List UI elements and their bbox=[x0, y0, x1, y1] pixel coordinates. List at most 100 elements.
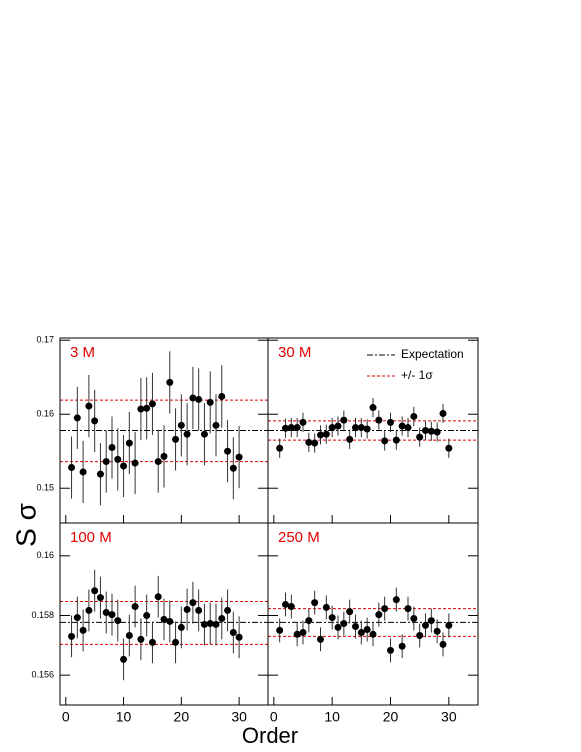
x-tick-label: 30 bbox=[231, 709, 247, 725]
point bbox=[189, 394, 197, 402]
point bbox=[381, 605, 389, 613]
point bbox=[398, 642, 406, 650]
point bbox=[282, 600, 289, 608]
point bbox=[352, 623, 359, 631]
point bbox=[177, 421, 185, 429]
point bbox=[404, 424, 412, 432]
point bbox=[108, 611, 116, 619]
point bbox=[317, 431, 324, 439]
point bbox=[422, 621, 429, 629]
point bbox=[375, 416, 383, 424]
panel-label: 30 M bbox=[278, 344, 311, 361]
point bbox=[212, 421, 220, 429]
point bbox=[212, 620, 220, 628]
point bbox=[369, 404, 377, 412]
panel-label: 250 M bbox=[278, 529, 320, 546]
x-tick-label: 30 bbox=[441, 709, 457, 725]
x-tick-label: 20 bbox=[383, 709, 399, 725]
point bbox=[445, 621, 453, 629]
point bbox=[143, 404, 151, 412]
point bbox=[235, 633, 243, 641]
point bbox=[137, 405, 145, 413]
point bbox=[177, 623, 185, 631]
point bbox=[363, 626, 371, 634]
point bbox=[381, 437, 389, 445]
point bbox=[195, 606, 203, 614]
point bbox=[357, 424, 365, 432]
point bbox=[154, 593, 162, 601]
point bbox=[439, 640, 447, 648]
point bbox=[96, 594, 104, 602]
point bbox=[102, 609, 110, 617]
point bbox=[305, 617, 313, 625]
point bbox=[352, 424, 359, 432]
point bbox=[433, 627, 441, 635]
point bbox=[85, 402, 93, 410]
panel-label: 100 M bbox=[70, 529, 112, 546]
y-tick-label: 0.16 bbox=[36, 550, 54, 560]
point bbox=[334, 422, 342, 430]
point bbox=[340, 416, 348, 424]
point bbox=[125, 439, 133, 447]
point bbox=[79, 468, 87, 476]
x-tick-label: 10 bbox=[116, 709, 132, 725]
point bbox=[125, 631, 133, 639]
point bbox=[183, 606, 191, 614]
point bbox=[439, 409, 447, 417]
point bbox=[200, 620, 208, 628]
point bbox=[160, 452, 168, 460]
point bbox=[131, 603, 139, 611]
point bbox=[346, 435, 354, 443]
point bbox=[148, 638, 156, 646]
point bbox=[224, 447, 232, 455]
point bbox=[148, 400, 156, 408]
point bbox=[375, 611, 383, 619]
x-tick-label: 20 bbox=[174, 709, 190, 725]
point bbox=[276, 444, 284, 452]
point bbox=[229, 628, 237, 636]
point bbox=[206, 398, 214, 406]
point bbox=[387, 646, 394, 654]
point bbox=[224, 606, 232, 614]
point bbox=[282, 424, 289, 432]
legend-label: +/- 1σ bbox=[401, 368, 433, 382]
point bbox=[398, 422, 406, 430]
point bbox=[416, 631, 424, 639]
point bbox=[322, 430, 330, 438]
point bbox=[392, 436, 400, 444]
x-tick-label: 0 bbox=[62, 709, 70, 725]
point bbox=[73, 414, 81, 422]
point bbox=[287, 603, 295, 611]
point bbox=[287, 424, 295, 432]
y-axis-label: S σ bbox=[10, 503, 41, 547]
x-axis-label: Order bbox=[242, 723, 298, 748]
point bbox=[120, 655, 128, 663]
point bbox=[120, 462, 128, 470]
point bbox=[131, 459, 139, 467]
point bbox=[195, 395, 203, 403]
point bbox=[96, 470, 104, 478]
point bbox=[311, 439, 319, 447]
point bbox=[108, 444, 116, 452]
point bbox=[183, 430, 191, 438]
point bbox=[85, 606, 93, 614]
point bbox=[114, 617, 122, 625]
point bbox=[299, 628, 307, 636]
y-tick-label: 0.158 bbox=[31, 610, 54, 620]
point bbox=[102, 458, 110, 466]
point bbox=[235, 453, 243, 461]
point bbox=[357, 628, 365, 636]
point bbox=[68, 632, 76, 640]
point bbox=[206, 620, 214, 628]
point bbox=[166, 378, 174, 386]
point bbox=[346, 608, 354, 616]
point bbox=[218, 614, 226, 622]
point bbox=[410, 412, 418, 420]
point bbox=[91, 587, 99, 595]
point bbox=[172, 435, 180, 443]
point bbox=[91, 417, 99, 425]
point bbox=[311, 599, 319, 607]
point bbox=[293, 630, 301, 638]
point bbox=[218, 392, 226, 400]
